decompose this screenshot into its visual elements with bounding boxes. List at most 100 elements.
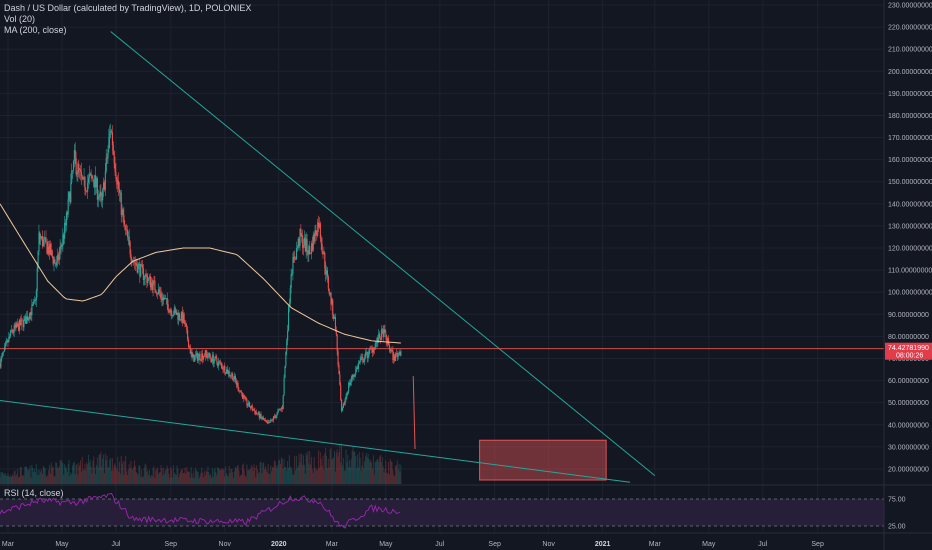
volume-bar bbox=[62, 463, 64, 484]
volume-bar bbox=[253, 464, 255, 484]
candle-body bbox=[376, 337, 378, 343]
candle-body bbox=[116, 178, 118, 185]
volume-bar bbox=[299, 462, 301, 484]
volume-bar bbox=[57, 468, 59, 484]
candle-body bbox=[292, 257, 294, 274]
candle-body bbox=[22, 320, 24, 328]
candle-body bbox=[271, 419, 273, 421]
volume-bar bbox=[18, 476, 20, 484]
candle-body bbox=[375, 342, 377, 344]
symbol-title[interactable]: Dash / US Dollar (calculated by TradingV… bbox=[4, 3, 252, 13]
candle-body bbox=[169, 310, 171, 313]
volume-bar bbox=[20, 467, 22, 484]
volume-bar bbox=[105, 460, 107, 484]
volume-legend[interactable]: Vol (20) bbox=[4, 14, 36, 24]
volume-bar bbox=[98, 454, 100, 484]
candle-body bbox=[90, 173, 92, 176]
candle-body bbox=[216, 358, 218, 363]
candle-body bbox=[310, 243, 313, 254]
candle-body bbox=[288, 303, 290, 307]
volume-bar bbox=[344, 470, 346, 484]
volume-bar bbox=[387, 473, 389, 484]
volume-bar bbox=[203, 477, 205, 484]
volume-bar bbox=[65, 468, 67, 484]
candle-body bbox=[44, 237, 46, 239]
resistance-trendline[interactable] bbox=[110, 31, 656, 476]
projection-line[interactable] bbox=[412, 376, 416, 450]
volume-bar bbox=[113, 464, 115, 484]
candle-body bbox=[70, 182, 72, 203]
y-tick-label: 200.00000000 bbox=[888, 69, 932, 76]
candle-body bbox=[97, 198, 99, 200]
candle-body bbox=[64, 222, 66, 239]
candle-body bbox=[185, 323, 187, 327]
candle-body bbox=[49, 243, 52, 255]
volume-bar bbox=[340, 462, 342, 484]
candle-body bbox=[163, 297, 165, 300]
volume-bar bbox=[140, 476, 142, 484]
current-price-badge[interactable] bbox=[885, 342, 932, 360]
volume-bar bbox=[258, 472, 260, 484]
volume-bar bbox=[249, 469, 251, 484]
volume-bar bbox=[342, 457, 344, 484]
volume-bar bbox=[331, 459, 333, 484]
volume-bar bbox=[146, 471, 148, 484]
volume-bar bbox=[46, 477, 48, 484]
candle-body bbox=[134, 261, 136, 263]
volume-bar bbox=[157, 467, 159, 484]
candle-body bbox=[272, 419, 274, 421]
candle-body bbox=[32, 304, 34, 306]
candle-body bbox=[244, 396, 246, 398]
candle-body bbox=[215, 356, 217, 359]
candle-body bbox=[149, 276, 152, 288]
candle-body bbox=[26, 316, 29, 321]
candle-body bbox=[374, 343, 376, 350]
candle-body bbox=[141, 264, 143, 265]
volume-bar bbox=[303, 464, 305, 484]
volume-bar bbox=[226, 475, 228, 484]
volume-bar bbox=[333, 457, 335, 484]
volume-bar bbox=[181, 468, 183, 484]
y-tick-label: 60.00000000 bbox=[888, 378, 929, 385]
volume-bar bbox=[218, 468, 220, 484]
ma-legend[interactable]: MA (200, close) bbox=[4, 25, 67, 35]
candle-body bbox=[353, 375, 355, 377]
candle-body bbox=[135, 263, 137, 266]
target-zone-box[interactable] bbox=[479, 439, 607, 481]
rsi-legend[interactable]: RSI (14, close) bbox=[4, 488, 64, 498]
volume-bar bbox=[64, 464, 66, 484]
candle-body bbox=[400, 350, 402, 356]
candle-body bbox=[19, 319, 21, 326]
volume-bar bbox=[363, 468, 365, 484]
candle-body bbox=[249, 402, 251, 408]
candle-body bbox=[282, 395, 284, 409]
volume-bar bbox=[138, 465, 140, 484]
candle-body bbox=[236, 383, 238, 385]
volume-bar bbox=[380, 462, 382, 484]
candle-body bbox=[78, 163, 80, 170]
candle-body bbox=[275, 415, 277, 419]
candle-body bbox=[237, 383, 239, 390]
candle-body bbox=[281, 407, 283, 409]
volume-bar bbox=[91, 472, 93, 484]
volume-bar bbox=[283, 458, 285, 484]
candle-body bbox=[75, 158, 77, 175]
volume-bar bbox=[345, 449, 347, 484]
volume-bar bbox=[311, 469, 313, 484]
volume-bar bbox=[83, 469, 85, 484]
candle-body bbox=[80, 169, 82, 172]
volume-bar bbox=[380, 454, 382, 484]
candle-body bbox=[172, 314, 175, 316]
candle-body bbox=[267, 421, 269, 424]
candle-body bbox=[324, 252, 326, 269]
volume-bar bbox=[387, 462, 389, 484]
volume-bar bbox=[148, 475, 150, 484]
candle-body bbox=[63, 234, 65, 239]
y-tick-label: 110.00000000 bbox=[888, 268, 932, 275]
candle-body bbox=[314, 230, 316, 242]
candle-body bbox=[54, 259, 56, 264]
candle-body bbox=[1, 355, 3, 359]
volume-bar bbox=[74, 473, 76, 484]
support-trendline[interactable] bbox=[0, 399, 631, 483]
